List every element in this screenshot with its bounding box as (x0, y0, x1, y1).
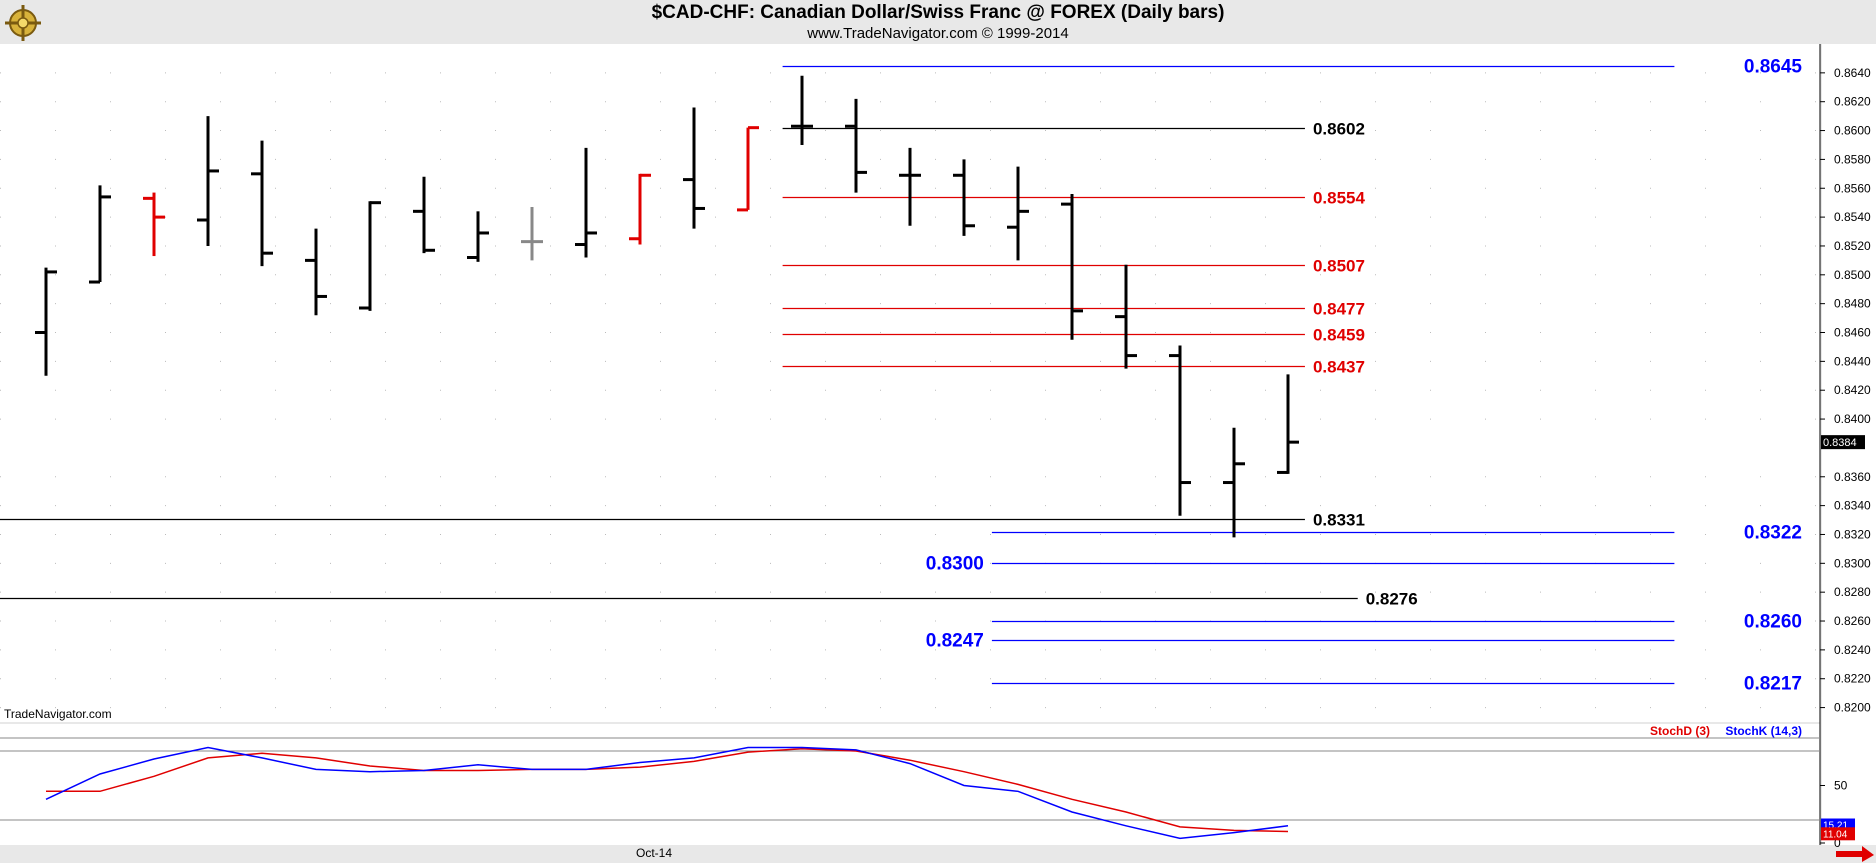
ohlc-bar (143, 192, 165, 257)
stoch-y-tick-label: 0 (1834, 836, 1841, 850)
ohlc-bar (1007, 166, 1029, 261)
y-tick-label: 0.8640 (1834, 66, 1871, 80)
ohlc-bar (521, 207, 543, 261)
y-tick-label: 0.8300 (1834, 556, 1871, 570)
y-tick-label: 0.8460 (1834, 326, 1871, 340)
ohlc-bar (1115, 264, 1137, 369)
chart-subtitle: www.TradeNavigator.com © 1999-2014 (807, 25, 1069, 42)
ohlc-bar (359, 201, 381, 311)
chart-title: $CAD-CHF: Canadian Dollar/Swiss Franc @ … (651, 2, 1225, 23)
y-tick-label: 0.8360 (1834, 470, 1871, 484)
ohlc-bar (737, 126, 759, 212)
watermark-text: TradeNavigator.com (4, 707, 112, 721)
y-tick-label: 0.8540 (1834, 210, 1871, 224)
ohlc-bar (1061, 194, 1083, 340)
level-label: 0.8477 (1313, 300, 1365, 319)
level-label: 0.8331 (1313, 511, 1365, 530)
y-tick-label: 0.8200 (1834, 701, 1871, 715)
stoch-legend-d: StochD (3) (1650, 724, 1710, 738)
level-label: 0.8260 (1744, 612, 1802, 633)
y-tick-label: 0.8440 (1834, 354, 1871, 368)
y-tick-label: 0.8500 (1834, 268, 1871, 282)
y-tick-label: 0.8340 (1834, 499, 1871, 513)
x-tick-label: Oct-14 (636, 846, 672, 860)
y-tick-label: 0.8620 (1834, 95, 1871, 109)
y-tick-label: 0.8220 (1834, 672, 1871, 686)
ohlc-bar (467, 211, 489, 262)
level-label: 0.8300 (926, 554, 984, 575)
level-label: 0.8507 (1313, 257, 1365, 276)
ohlc-bar (683, 107, 705, 229)
level-label: 0.8602 (1313, 120, 1365, 139)
ohlc-bar (35, 267, 57, 376)
y-tick-label: 0.8580 (1834, 152, 1871, 166)
ohlc-bar (791, 75, 813, 145)
y-tick-label: 0.8600 (1834, 124, 1871, 138)
ohlc-bar (575, 147, 597, 258)
last-price-label: 0.8384 (1823, 437, 1857, 449)
ohlc-bar (1277, 374, 1299, 474)
ohlc-bar (197, 116, 219, 246)
ohlc-bar (251, 140, 273, 267)
level-label: 0.8437 (1313, 358, 1365, 377)
y-tick-label: 0.8240 (1834, 643, 1871, 657)
stoch-k-value: 15.21 (1823, 821, 1848, 832)
stoch-series-line (45, 746, 1289, 840)
level-label: 0.8645 (1744, 57, 1803, 78)
stoch-legend-k: StochK (14,3) (1725, 724, 1802, 738)
ohlc-bar (89, 185, 111, 284)
last-price-box (1821, 435, 1865, 450)
ohlc-bar (953, 159, 975, 236)
ohlc-bar (1223, 427, 1245, 538)
ohlc-bar (305, 228, 327, 316)
y-tick-label: 0.8320 (1834, 527, 1871, 541)
level-label: 0.8322 (1744, 523, 1802, 544)
tradenavigator-logo-icon (5, 5, 41, 41)
ohlc-bar (845, 98, 867, 193)
stoch-series-line (46, 747, 1289, 833)
level-label: 0.8217 (1744, 674, 1802, 695)
ohlc-bar (1169, 345, 1191, 516)
y-tick-label: 0.8400 (1834, 412, 1871, 426)
y-tick-label: 0.8280 (1834, 585, 1871, 599)
level-label: 0.8554 (1313, 189, 1366, 208)
scroll-right-arrow-icon (1836, 846, 1874, 862)
ohlc-bar (629, 173, 651, 245)
y-tick-label: 0.8520 (1834, 239, 1871, 253)
price-panel (0, 44, 1820, 722)
stochastic-panel (0, 724, 1820, 845)
level-label: 0.8459 (1313, 326, 1365, 345)
ohlc-bar (413, 176, 435, 254)
y-tick-label: 0.8480 (1834, 297, 1871, 311)
ohlc-bar (899, 147, 921, 226)
level-label: 0.8276 (1366, 590, 1418, 609)
level-label: 0.8247 (926, 631, 984, 652)
y-tick-label: 0.8560 (1834, 181, 1871, 195)
stoch-d-value: 11.04 (1823, 829, 1848, 840)
y-tick-label: 0.8420 (1834, 383, 1871, 397)
stoch-d-value-box (1821, 827, 1855, 841)
y-tick-label: 0.8260 (1834, 614, 1871, 628)
stoch-y-tick-label: 50 (1834, 779, 1848, 793)
